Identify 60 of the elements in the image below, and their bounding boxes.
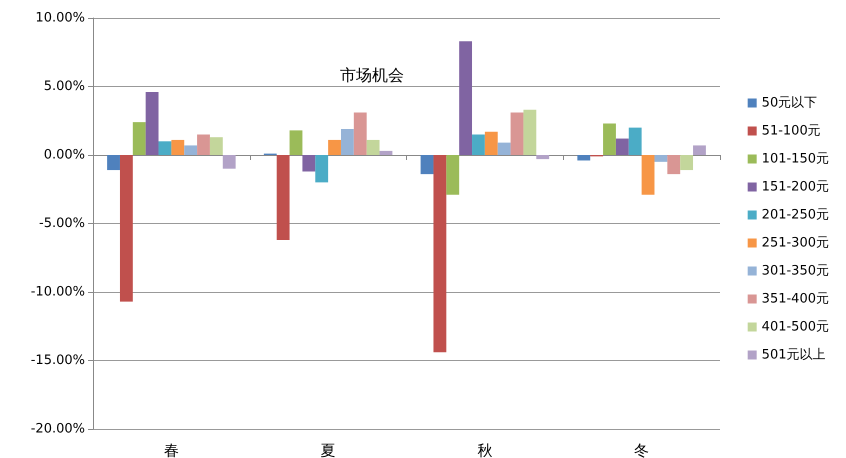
bar xyxy=(472,134,485,155)
bar xyxy=(654,155,668,162)
bar xyxy=(184,145,198,155)
x-tick-label: 秋 xyxy=(477,442,492,458)
y-tick-label: -20.00% xyxy=(30,422,85,436)
bar xyxy=(210,137,223,155)
bar xyxy=(420,155,434,174)
bar xyxy=(315,155,328,182)
y-tick-label: 10.00% xyxy=(35,10,85,26)
bar xyxy=(693,145,706,155)
y-tick-label: 5.00% xyxy=(44,79,85,94)
bar xyxy=(536,155,550,160)
bar xyxy=(290,130,302,155)
bar xyxy=(498,142,511,155)
y-tick-label: 0.00% xyxy=(44,148,85,162)
legend-label: 151-200元 xyxy=(762,180,830,194)
y-tick-label: -10.00% xyxy=(30,284,85,300)
bar xyxy=(171,140,184,155)
bar xyxy=(446,155,460,195)
bar xyxy=(107,155,120,170)
x-tick-label: 春 xyxy=(164,442,179,458)
bar xyxy=(380,150,392,155)
bar xyxy=(577,155,590,160)
bar xyxy=(616,138,629,155)
bar xyxy=(302,155,316,172)
y-tick-label: -15.00% xyxy=(30,353,85,368)
legend-label: 201-250元 xyxy=(762,208,830,222)
bar xyxy=(222,155,236,169)
y-tick-label: -5.00% xyxy=(39,216,85,231)
bar xyxy=(340,128,354,155)
bar xyxy=(667,155,680,174)
bar xyxy=(628,128,642,155)
text: 市场机会 xyxy=(340,66,404,84)
bar xyxy=(484,132,498,155)
legend-label: 351-400元 xyxy=(762,292,830,306)
bar xyxy=(197,134,210,155)
bar xyxy=(120,155,133,302)
legend-label: 501元以上 xyxy=(762,348,826,362)
bar xyxy=(680,155,694,170)
legend-label: 251-300元 xyxy=(762,236,830,250)
bar xyxy=(276,155,290,240)
x-tick-label: 冬 xyxy=(634,442,650,458)
legend-label: 50元以下 xyxy=(762,96,818,110)
bar xyxy=(433,155,446,352)
bar xyxy=(642,155,654,195)
bar xyxy=(366,140,380,155)
bar xyxy=(146,92,159,155)
bar xyxy=(603,123,616,155)
bar xyxy=(354,112,367,155)
bar xyxy=(459,41,472,155)
legend-label: 401-500元 xyxy=(762,320,830,334)
x-tick-label: 夏 xyxy=(320,442,336,458)
bar xyxy=(328,140,341,155)
bar xyxy=(510,112,524,155)
legend-label: 101-150元 xyxy=(762,152,830,166)
bar xyxy=(158,141,172,155)
legend-label: 51-100元 xyxy=(762,124,821,138)
bar xyxy=(132,122,146,155)
legend-label: 301-350元 xyxy=(762,264,830,278)
bar xyxy=(523,110,536,155)
